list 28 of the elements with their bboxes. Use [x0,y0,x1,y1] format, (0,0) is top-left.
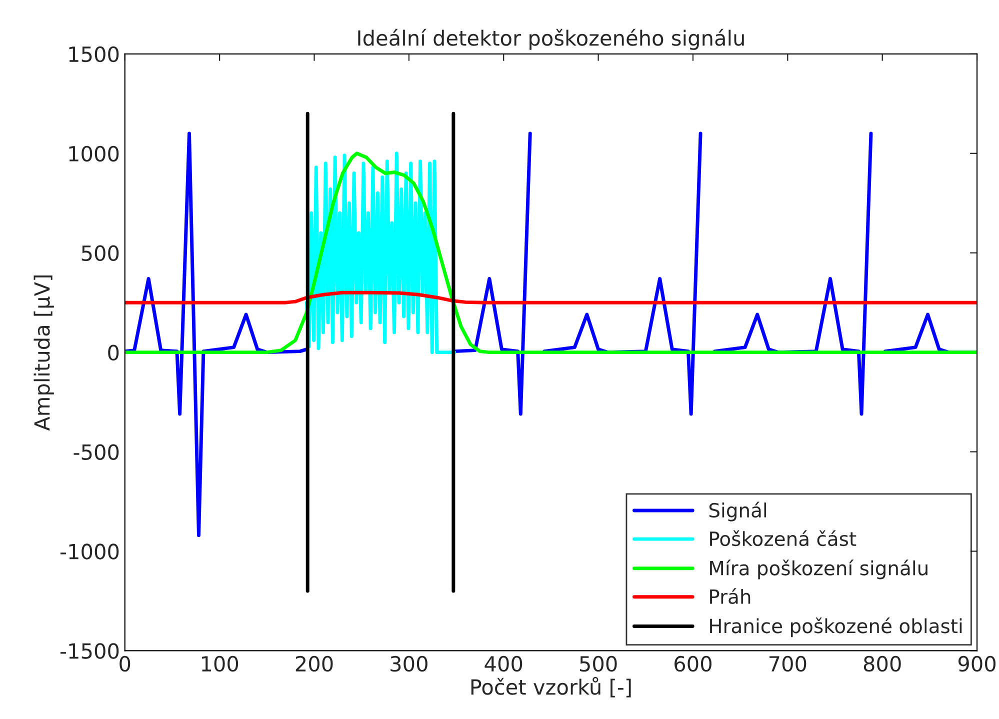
x-tick-label: 0 [120,656,130,672]
legend-label: Poškozená část [710,530,856,546]
x-tick-label: 200 [296,656,333,672]
x-tick-label: 400 [484,656,522,672]
x-tick-label: 600 [674,656,712,672]
legend-label: Míra poškození signálu [710,560,928,580]
legend-label: Hranice poškozené oblasti [710,617,962,638]
y-tick-label: 1000 [69,146,119,162]
y-tick-label: -500 [74,444,119,460]
y-tick-label: 500 [82,245,119,262]
x-tick-label: 100 [202,656,238,672]
x-tick-label: 900 [958,656,996,672]
x-tick-label: 700 [769,656,806,672]
y-tick-label: -1500 [60,643,119,659]
line-series [124,152,978,354]
y-tick-label: 1500 [69,46,119,62]
chart-title: Ideální detektor poškozeného signálu [358,28,744,50]
x-tick-label: 800 [864,656,901,672]
x-tick-label: 300 [390,656,428,672]
y-tick-label: 0 [108,344,119,361]
y-tick-label: -1000 [60,544,119,560]
line-series [124,290,978,304]
x-tick-label: 500 [580,656,617,672]
x-axis-title: Počet vzorků [-] [471,676,631,698]
line-series [304,152,456,354]
legend-label: Práh [710,588,750,604]
y-axis-title: Amplituda [µV] [34,276,54,431]
legend-label: Signál [709,502,766,522]
